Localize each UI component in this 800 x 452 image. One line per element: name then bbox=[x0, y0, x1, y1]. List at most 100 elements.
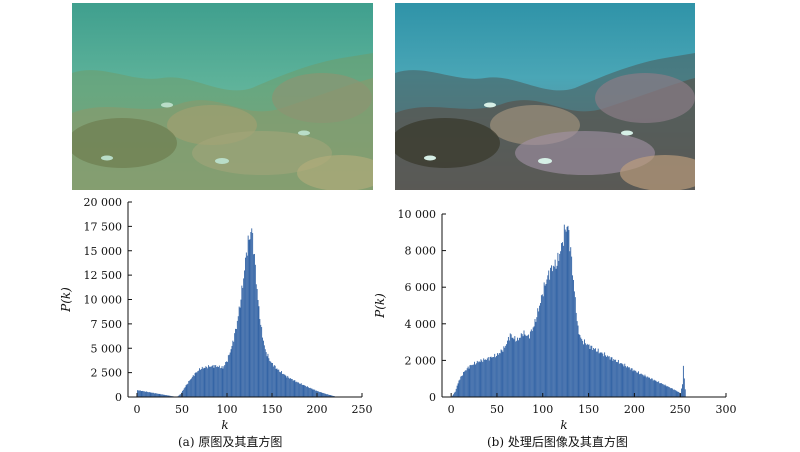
histogram-bar bbox=[298, 382, 299, 397]
histogram-bar bbox=[286, 377, 288, 397]
histogram-bar bbox=[158, 393, 160, 397]
histogram-bar bbox=[641, 374, 643, 397]
y-tick-label: 2 000 bbox=[405, 354, 437, 367]
histogram-bar bbox=[579, 335, 581, 397]
histogram-bar bbox=[480, 359, 482, 397]
histogram-bar bbox=[540, 303, 541, 397]
histogram-bar bbox=[474, 364, 476, 397]
histogram-bar bbox=[670, 388, 672, 397]
histogram-bar bbox=[236, 328, 237, 397]
histogram-bar bbox=[309, 387, 311, 397]
histogram-bar bbox=[199, 368, 200, 397]
histogram-bar bbox=[295, 382, 297, 397]
histogram-bar bbox=[646, 377, 648, 397]
histogram-bar bbox=[305, 386, 307, 397]
histogram-bar bbox=[278, 369, 280, 397]
histogram-bar bbox=[548, 270, 550, 397]
histogram-bar bbox=[283, 374, 285, 397]
histogram-bar bbox=[604, 352, 606, 397]
histogram-bar bbox=[639, 373, 641, 397]
histogram-bar bbox=[660, 383, 662, 397]
histogram-bar bbox=[190, 379, 191, 397]
histogram-bar bbox=[485, 359, 486, 397]
histogram-bar bbox=[662, 384, 664, 397]
histogram-bar bbox=[661, 383, 663, 397]
histogram-bar bbox=[315, 390, 317, 397]
histogram-bar bbox=[302, 384, 304, 397]
x-tick-label: 0 bbox=[448, 403, 455, 416]
histogram-bar bbox=[513, 339, 515, 397]
histogram-bar bbox=[486, 358, 488, 397]
histogram-bar bbox=[240, 299, 242, 397]
histogram-bar bbox=[606, 355, 608, 397]
histogram-bar bbox=[166, 395, 168, 397]
histogram-bar bbox=[322, 392, 324, 397]
histogram-bar bbox=[492, 357, 494, 397]
histogram-bar bbox=[594, 349, 595, 397]
histogram-bar bbox=[684, 389, 686, 397]
histogram-bar bbox=[677, 391, 679, 397]
histogram-bar bbox=[667, 386, 669, 397]
histogram-bar bbox=[242, 287, 244, 397]
histogram-bar bbox=[502, 351, 504, 397]
histogram-bar bbox=[545, 283, 547, 397]
histogram-bar bbox=[458, 380, 460, 397]
histogram-bar bbox=[245, 257, 246, 397]
histogram-bar bbox=[533, 326, 535, 397]
histogram-bar bbox=[281, 371, 282, 397]
histogram-bar bbox=[204, 368, 206, 397]
histogram-bar bbox=[663, 385, 665, 397]
histogram-bar bbox=[179, 394, 181, 397]
y-tick-label: 7 500 bbox=[91, 318, 123, 331]
histogram-bar bbox=[505, 345, 507, 397]
histogram-bar bbox=[463, 371, 464, 397]
histogram-bar bbox=[311, 388, 313, 397]
histogram-bar bbox=[200, 369, 201, 397]
histogram-bar bbox=[188, 381, 190, 397]
histogram-bar bbox=[671, 388, 672, 397]
histogram-bar bbox=[246, 255, 248, 397]
histogram-bar bbox=[613, 359, 615, 397]
histogram-bar bbox=[269, 360, 271, 397]
y-tick-label: 20 000 bbox=[84, 196, 123, 209]
histogram-bar bbox=[149, 392, 151, 397]
histogram-bar bbox=[308, 387, 309, 397]
histogram-bar bbox=[566, 226, 568, 397]
histogram-bar bbox=[551, 265, 552, 397]
histogram-bar bbox=[476, 360, 478, 397]
histogram-bar bbox=[329, 395, 331, 397]
histogram-bar bbox=[321, 392, 323, 397]
histogram-bar bbox=[534, 319, 536, 397]
histogram-bar bbox=[469, 365, 471, 397]
histogram-bar bbox=[328, 394, 330, 397]
histogram-bar bbox=[563, 224, 565, 397]
histogram-bar bbox=[634, 370, 636, 397]
histogram-bar bbox=[459, 379, 461, 397]
histogram-bar bbox=[142, 390, 144, 397]
histogram-bar bbox=[250, 232, 252, 397]
histogram-bar bbox=[161, 394, 163, 397]
histogram-bar bbox=[330, 395, 332, 397]
histogram-bar bbox=[541, 294, 543, 397]
histogram-bar bbox=[332, 395, 334, 397]
histogram-bar bbox=[656, 381, 658, 397]
histogram-bar bbox=[207, 368, 209, 397]
histogram-bar bbox=[277, 369, 279, 397]
histogram-bar bbox=[654, 380, 656, 397]
histogram-bar bbox=[265, 352, 267, 397]
histogram-bar bbox=[457, 383, 459, 397]
histogram-bar bbox=[284, 374, 286, 397]
histogram-bar bbox=[317, 391, 319, 397]
histogram-bar bbox=[627, 367, 629, 397]
histogram-bar bbox=[507, 336, 509, 397]
histogram-bar bbox=[615, 359, 617, 397]
histogram-bar bbox=[248, 239, 250, 397]
histogram-bar bbox=[518, 340, 519, 397]
histogram-bar bbox=[536, 317, 538, 397]
histogram-bar bbox=[164, 395, 166, 397]
histogram-bar bbox=[194, 373, 196, 397]
histogram-bar bbox=[308, 387, 310, 397]
histogram-bar bbox=[139, 390, 141, 397]
histogram-bar bbox=[222, 368, 224, 397]
histogram-bar bbox=[214, 365, 216, 397]
